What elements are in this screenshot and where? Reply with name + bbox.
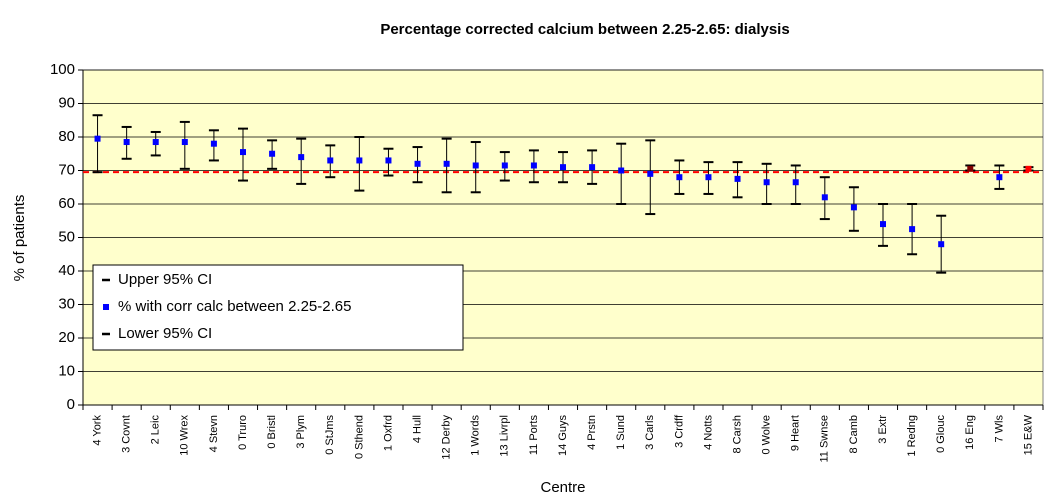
point-marker <box>734 175 741 182</box>
x-tick-label: 8 Carsh <box>731 415 743 454</box>
point-marker <box>530 162 537 169</box>
y-tick-label: 50 <box>58 228 75 245</box>
point-marker <box>938 241 945 248</box>
point-marker <box>618 167 625 174</box>
point-marker <box>996 174 1003 181</box>
x-tick-label: 2 Leic <box>150 415 162 445</box>
y-tick-label: 90 <box>58 94 75 111</box>
y-tick-label: 40 <box>58 262 75 279</box>
point-marker <box>850 204 857 211</box>
x-tick-label: 0 Bristl <box>266 415 278 449</box>
point-marker <box>385 157 392 164</box>
x-tick-label: 0 Wolve <box>761 415 773 455</box>
point-marker <box>356 157 363 164</box>
y-tick-label: 100 <box>50 61 75 78</box>
x-tick-label: 1 Oxfrd <box>382 415 394 451</box>
x-tick-label: 0 StJms <box>324 415 336 455</box>
point-marker <box>589 164 596 171</box>
x-tick-label: 1 Redng <box>906 415 918 457</box>
point-marker <box>240 149 246 156</box>
point-marker <box>676 174 683 181</box>
x-tick-label: 4 Hull <box>411 415 423 443</box>
x-tick-label: 12 Derby <box>441 415 453 460</box>
x-tick-label: 4 York <box>91 415 103 446</box>
point-marker <box>181 139 188 146</box>
x-tick-label: 4 Stevn <box>208 415 220 452</box>
point-marker <box>880 221 886 228</box>
x-tick-label: 11 Swnse <box>819 415 831 463</box>
y-tick-label: 80 <box>58 128 75 145</box>
x-tick-label: 13 Livrpl <box>499 415 511 457</box>
x-tick-label: 11 Ports <box>528 415 540 456</box>
point-marker <box>967 165 974 172</box>
y-tick-label: 60 <box>58 195 75 212</box>
point-marker <box>152 139 159 146</box>
point-marker <box>94 135 101 142</box>
point-marker <box>705 174 712 181</box>
x-tick-label: 8 Camb <box>848 415 860 454</box>
x-tick-label: 7 Wls <box>993 415 1005 443</box>
y-tick-label: 10 <box>58 362 75 379</box>
x-tick-label: 0 Glouc <box>935 415 947 453</box>
point-marker <box>443 160 450 167</box>
x-tick-label: 15 E&W <box>1022 414 1034 455</box>
legend-marker <box>103 304 109 310</box>
point-marker <box>501 162 508 169</box>
y-tick-label: 0 <box>67 396 75 413</box>
x-tick-label: 3 Crdff <box>673 414 685 448</box>
x-tick-label: 3 Extr <box>877 415 889 444</box>
point-marker <box>327 157 334 164</box>
x-tick-label: 3 Covnt <box>121 415 133 453</box>
x-tick-label: 4 Notts <box>702 415 714 450</box>
point-marker <box>123 139 130 146</box>
point-marker <box>1025 165 1032 172</box>
x-tick-label: 3 Carls <box>644 415 656 450</box>
legend-label: Lower 95% CI <box>118 325 212 342</box>
legend-label: % with corr calc between 2.25-2.65 <box>118 298 351 315</box>
point-marker <box>210 140 217 147</box>
x-tick-label: 1 Sund <box>615 415 627 450</box>
x-tick-label: 3 Plym <box>295 415 307 449</box>
point-marker <box>472 162 479 169</box>
x-tick-label: 14 Guys <box>557 415 569 456</box>
point-marker <box>560 164 566 171</box>
x-tick-label: 0 Sthend <box>353 415 365 459</box>
point-marker <box>269 150 276 157</box>
y-tick-label: 20 <box>58 329 75 346</box>
x-tick-label: 16 Eng <box>964 415 976 450</box>
y-tick-label: 30 <box>58 295 75 312</box>
x-tick-label: 9 Heart <box>790 415 802 451</box>
x-tick-label: 0 Truro <box>237 415 249 450</box>
y-tick-label: 70 <box>58 161 75 178</box>
point-marker <box>821 194 828 201</box>
point-marker <box>909 226 916 233</box>
x-tick-label: 10 Wrex <box>179 415 191 456</box>
point-marker <box>647 170 654 177</box>
y-axis-label: % of patients <box>11 195 28 282</box>
x-axis-label: Centre <box>540 479 585 496</box>
x-tick-label: 4 Prstn <box>586 415 598 450</box>
legend-label: Upper 95% CI <box>118 271 212 288</box>
point-marker <box>414 160 421 167</box>
legend-box <box>92 264 464 351</box>
chart-title: Percentage corrected calcium between 2.2… <box>380 21 789 38</box>
point-marker <box>792 179 799 186</box>
point-marker <box>298 154 305 161</box>
point-marker <box>763 179 770 186</box>
x-tick-label: 1 Words <box>470 415 482 456</box>
